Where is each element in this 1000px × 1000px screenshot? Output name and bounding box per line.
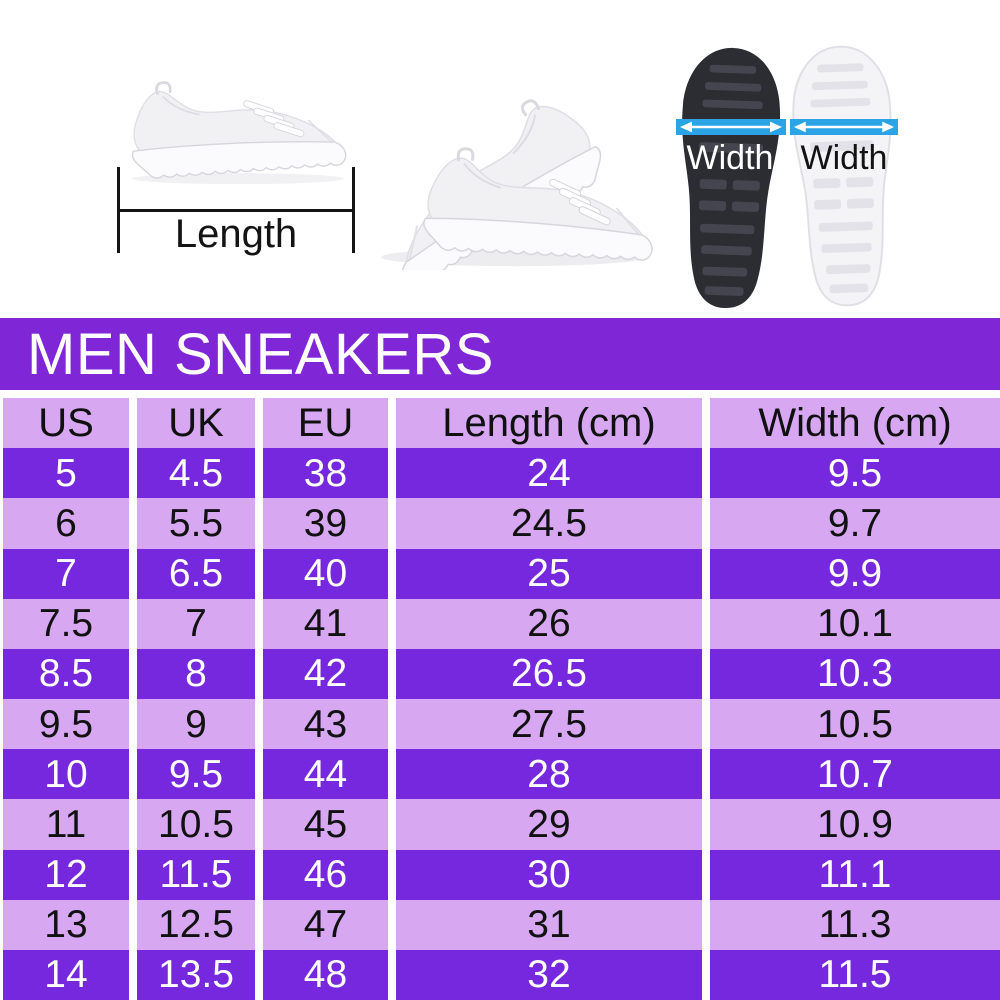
table-cell: 10.5 (137, 799, 255, 850)
table-cell: 5 (3, 448, 129, 499)
table-cell: 10.1 (710, 598, 1000, 649)
table-cell: 10.9 (710, 799, 1000, 850)
table-cell: 10 (3, 749, 129, 800)
table-cell: 8.5 (3, 648, 129, 699)
table-cell: 7 (137, 598, 255, 649)
column-header: UK (137, 398, 255, 449)
table-cell: 7.5 (3, 598, 129, 649)
table-cell: 11.5 (137, 849, 255, 900)
table-cell: 9 (137, 699, 255, 750)
table-cell: 6 (3, 498, 129, 549)
table-cell: 7 (3, 548, 129, 599)
banner-title: MEN SNEAKERS (27, 321, 494, 387)
table-cell: 41 (263, 598, 388, 649)
table-cell: 12.5 (137, 899, 255, 950)
table-cell: 48 (263, 949, 388, 1000)
table-cell: 10.3 (710, 648, 1000, 699)
table-cell: 13 (3, 899, 129, 950)
double-arrow-icon (793, 121, 895, 133)
table-cell: 24 (396, 448, 702, 499)
table-cell: 29 (396, 799, 702, 850)
table-cell: 24.5 (396, 498, 702, 549)
width-label-white-sole: Width (800, 139, 888, 177)
table-cell: 45 (263, 799, 388, 850)
table-cell: 32 (396, 949, 702, 1000)
table-cell: 30 (396, 849, 702, 900)
table-cell: 9.5 (137, 749, 255, 800)
table-cell: 26 (396, 598, 702, 649)
table-cell: 9.5 (710, 448, 1000, 499)
table-cell: 9.9 (710, 548, 1000, 599)
sneaker-side-photo (131, 81, 348, 185)
length-bracket-bar (117, 209, 355, 212)
column-header: EU (263, 398, 388, 449)
table-cell: 39 (263, 498, 388, 549)
table-cell: 11.5 (710, 949, 1000, 1000)
length-label: Length (174, 212, 298, 256)
table-cell: 46 (263, 849, 388, 900)
table-cell: 12 (3, 849, 129, 900)
table-cell: 11.1 (710, 849, 1000, 900)
column-header: Width (cm) (710, 398, 1000, 449)
sneaker-pair-photo (363, 81, 663, 270)
table-cell: 14 (3, 949, 129, 1000)
table-cell: 5.5 (137, 498, 255, 549)
table-cell: 11.3 (710, 899, 1000, 950)
table-cell: 10.7 (710, 749, 1000, 800)
banner: MEN SNEAKERS (0, 318, 1000, 390)
table-cell: 28 (396, 749, 702, 800)
table-cell: 43 (263, 699, 388, 750)
table-cell: 40 (263, 548, 388, 599)
table-cell: 8 (137, 648, 255, 699)
table-cell: 25 (396, 548, 702, 599)
double-arrow-icon (680, 121, 782, 133)
table-cell: 11 (3, 799, 129, 850)
table-cell: 27.5 (396, 699, 702, 750)
table-cell: 38 (263, 448, 388, 499)
width-arrow-white-sole (790, 119, 898, 135)
table-cell: 26.5 (396, 648, 702, 699)
table-cell: 10.5 (710, 699, 1000, 750)
width-arrow-black-sole (676, 119, 786, 135)
size-table: US UK EU Length (cm) Width (cm) 5 4.5 38 24 9.5 6 5… (0, 398, 1000, 1000)
table-cell: 9.7 (710, 498, 1000, 549)
column-header: Length (cm) (396, 398, 702, 449)
table-cell: 44 (263, 749, 388, 800)
table-cell: 31 (396, 899, 702, 950)
column-header: US (3, 398, 129, 449)
table-cell: 13.5 (137, 949, 255, 1000)
table-cell: 6.5 (137, 548, 255, 599)
table-cell: 42 (263, 648, 388, 699)
table-cell: 4.5 (137, 448, 255, 499)
table-cell: 47 (263, 899, 388, 950)
table-cell: 9.5 (3, 699, 129, 750)
width-label-black-sole: Width (686, 139, 774, 177)
